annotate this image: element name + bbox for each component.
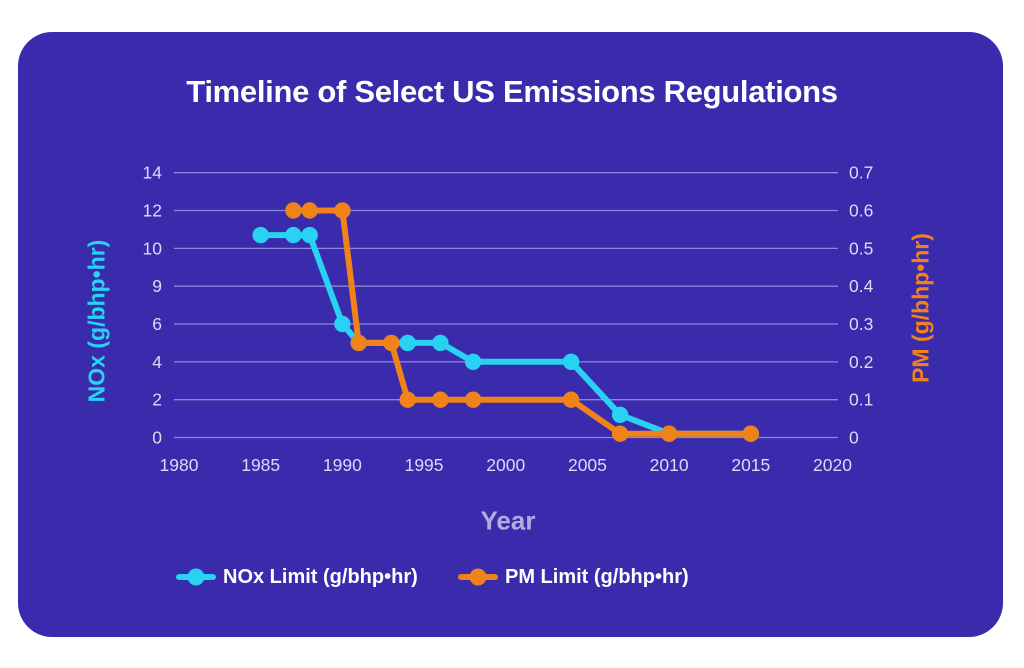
- x-tick-label: 2005: [568, 455, 607, 475]
- left-tick-label: 6: [152, 314, 162, 334]
- nox-legend-label: NOx Limit (g/bhp•hr): [223, 565, 418, 588]
- legend-item-nox: NOx Limit (g/bhp•hr): [176, 563, 418, 591]
- right-axis-title: PM (g/bhp•hr): [907, 233, 934, 383]
- pm-point-marker: [301, 202, 318, 219]
- pm-point-marker: [383, 334, 400, 352]
- pm-point-marker: [399, 391, 416, 408]
- nox-point-marker: [399, 334, 416, 352]
- pm-legend-label: PM Limit (g/bhp•hr): [505, 565, 689, 588]
- pm-legend-dot-icon: [469, 568, 487, 586]
- pm-point-marker: [350, 334, 367, 352]
- left-tick-label: 4: [152, 352, 162, 372]
- x-axis-title: Year: [480, 505, 536, 536]
- x-tick-label: 2010: [650, 455, 689, 475]
- chart-title: Timeline of Select US Emissions Regulati…: [186, 74, 838, 109]
- nox-point-marker: [562, 353, 580, 370]
- left-tick-label: 2: [152, 390, 162, 410]
- nox-point-marker: [611, 406, 629, 423]
- right-tick-label: 0.4: [849, 276, 874, 296]
- left-tick-label: 10: [143, 238, 163, 258]
- pm-point-marker: [464, 391, 482, 408]
- left-tick-label: 9: [152, 276, 162, 296]
- right-tick-label: 0.6: [849, 201, 873, 221]
- left-axis-title: NOx (g/bhp•hr): [83, 239, 110, 403]
- nox-point-marker: [432, 334, 449, 352]
- right-tick-label: 0.7: [849, 163, 873, 183]
- right-tick-label: 0.3: [849, 314, 873, 334]
- left-tick-label: 14: [143, 163, 163, 183]
- x-tick-label: 1990: [323, 455, 362, 475]
- pm-point-marker: [660, 425, 678, 442]
- x-tick-label: 1980: [160, 455, 199, 475]
- x-tick-label: 2015: [731, 455, 770, 475]
- chart-card: [18, 32, 1003, 637]
- legend: NOx Limit (g/bhp•hr) PM Limit (g/bhp•hr): [0, 563, 1024, 591]
- pm-legend-line-icon: [458, 568, 498, 586]
- nox-legend-dot-icon: [187, 568, 205, 586]
- right-tick-label: 0: [849, 428, 859, 448]
- pm-point-marker: [742, 425, 759, 442]
- nox-point-marker: [285, 226, 302, 244]
- pm-point-marker: [285, 202, 302, 219]
- pm-point-marker: [334, 202, 351, 219]
- x-tick-label: 2020: [813, 455, 852, 475]
- nox-legend-line-icon: [176, 568, 216, 586]
- pm-point-marker: [611, 425, 629, 442]
- left-tick-label: 12: [143, 201, 162, 221]
- x-tick-label: 1985: [241, 455, 280, 475]
- right-tick-label: 0.2: [849, 352, 873, 372]
- pm-point-marker: [432, 391, 449, 408]
- legend-item-pm: PM Limit (g/bhp•hr): [458, 563, 689, 591]
- pm-point-marker: [562, 391, 580, 408]
- nox-line: [257, 232, 754, 437]
- right-tick-label: 0.5: [849, 238, 873, 258]
- nox-point-marker: [464, 353, 482, 370]
- nox-point-marker: [334, 315, 351, 333]
- nox-point-marker: [252, 226, 269, 244]
- nox-point-marker: [301, 226, 318, 244]
- x-tick-label: 2000: [486, 455, 525, 475]
- right-tick-label: 0.1: [849, 390, 873, 410]
- x-tick-label: 1995: [405, 455, 444, 475]
- left-tick-label: 0: [152, 428, 162, 448]
